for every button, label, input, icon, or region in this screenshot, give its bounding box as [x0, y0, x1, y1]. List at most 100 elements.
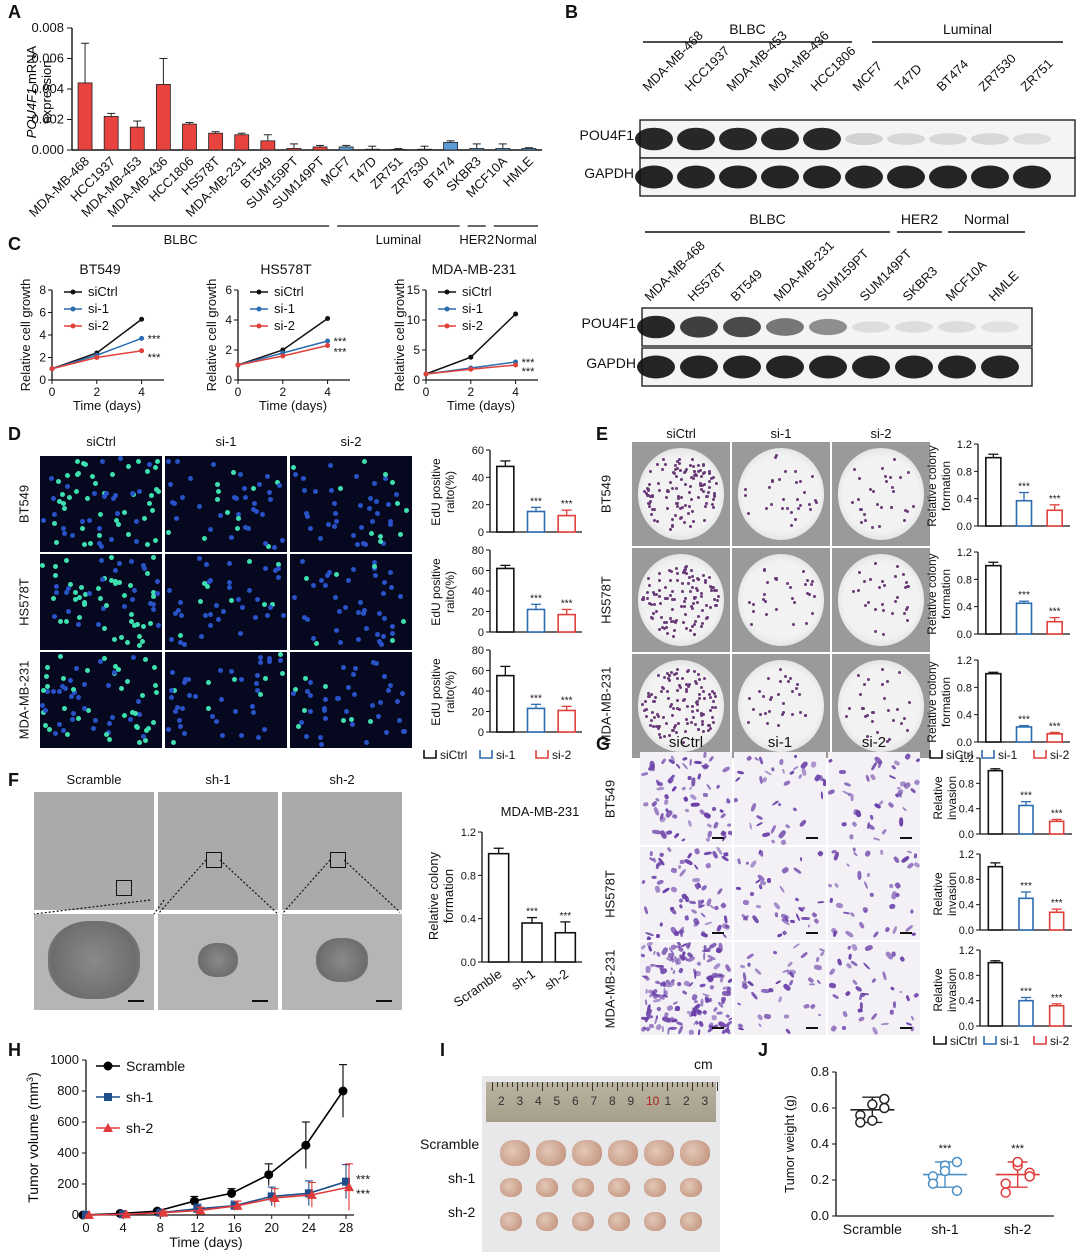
cell-nucleus: [201, 581, 207, 587]
panel-letter-a: A: [8, 2, 21, 22]
tumor: [644, 1140, 674, 1166]
ruler-tick: [687, 1082, 688, 1087]
colony: [652, 590, 656, 594]
invaded-cell: [857, 1007, 864, 1014]
cell-nucleus: [116, 580, 122, 586]
cell-nucleus: [74, 458, 80, 464]
cell-nucleus: [202, 535, 208, 541]
invaded-cell: [763, 1013, 772, 1020]
gapdh-band: [637, 355, 675, 379]
y-tick-label: 0.8: [959, 970, 974, 982]
y-tick-label: 20: [472, 607, 484, 619]
colony: [899, 476, 903, 480]
cell-nucleus: [64, 732, 70, 738]
invaded-cell: [661, 1026, 664, 1033]
y-tick-label: 1.2: [959, 945, 974, 957]
cell-nucleus: [96, 585, 102, 591]
series-line-sh-2: [88, 1186, 350, 1216]
ruler-tick: [672, 1082, 673, 1087]
cell-nucleus: [262, 727, 267, 733]
plate: [837, 660, 925, 752]
colony: [664, 621, 668, 625]
cell-nucleus: [55, 478, 61, 484]
pou4f1-band: [895, 321, 933, 333]
ruler-tick: [597, 1082, 598, 1087]
colony: [698, 677, 702, 681]
colony: [708, 585, 712, 589]
invaded-cell: [793, 754, 798, 759]
plate: [737, 660, 825, 752]
invaded-cell: [813, 917, 820, 924]
cell-nucleus: [112, 568, 118, 574]
y-tick-label: 1.2: [957, 547, 972, 559]
ruler-tick: [697, 1082, 698, 1087]
invaded-cell: [792, 765, 799, 771]
cell-nucleus: [381, 580, 387, 586]
cell-nucleus: [214, 602, 220, 608]
cell-nucleus: [332, 594, 338, 600]
invaded-cell: [705, 862, 712, 869]
cell-nucleus: [106, 736, 112, 742]
invaded-cell: [838, 770, 847, 775]
ruler-digit: 2: [683, 1094, 690, 1108]
pou4f1-band: [723, 316, 761, 338]
cell-nucleus: [276, 574, 282, 580]
colony: [657, 594, 661, 598]
cell-nucleus: [261, 602, 267, 608]
cell-nucleus: [381, 673, 387, 679]
data-point: [301, 1140, 311, 1150]
cell-nucleus: [155, 578, 161, 584]
tumor: [536, 1178, 558, 1197]
ruler-tick: [607, 1082, 608, 1087]
colony: [675, 572, 679, 576]
invaded-cell: [672, 969, 677, 975]
cell-nucleus: [113, 664, 119, 670]
y-axis-label-2: invasion: [945, 968, 959, 1012]
gapdh-band: [809, 355, 847, 379]
cell-nucleus: [280, 671, 286, 677]
colony: [676, 494, 680, 498]
row-label-sh-1: sh-1: [448, 1170, 476, 1186]
cell-nucleus: [215, 489, 221, 495]
legend-label-si-2: si-2: [88, 318, 109, 333]
bar-siCtrl: [496, 674, 515, 733]
colony: [701, 713, 705, 717]
cell-nucleus: [205, 584, 211, 590]
colony: [707, 479, 711, 483]
colony: [867, 678, 871, 682]
cell-nucleus: [322, 582, 328, 588]
cell-nucleus: [150, 589, 156, 595]
colony: [676, 496, 680, 500]
colony: [657, 715, 661, 719]
data-point: [1000, 1187, 1011, 1198]
invaded-cell: [869, 892, 874, 898]
invaded-cell: [666, 847, 672, 852]
cell-nucleus: [165, 458, 171, 464]
cell-nucleus: [79, 519, 85, 525]
pou4f1-band: [719, 127, 757, 151]
category-label: HMLE: [500, 153, 536, 189]
significance-mark: ***: [1049, 607, 1061, 618]
y-axis-label: Relative cell growth: [18, 279, 33, 392]
ruler-tick: [552, 1082, 553, 1087]
cell-nucleus: [52, 730, 58, 736]
gapdh-band: [845, 165, 883, 189]
row-label-BT549: BT549: [16, 484, 32, 524]
colony: [767, 710, 771, 714]
invaded-cell: [862, 906, 869, 913]
colony: [712, 597, 716, 601]
cell-nucleus: [210, 714, 216, 720]
colony: [703, 518, 707, 522]
significance-mark: ***: [1051, 898, 1063, 909]
colony: [653, 518, 657, 522]
invaded-cell: [690, 909, 698, 915]
data-point: [121, 1209, 132, 1219]
invaded-cell: [770, 766, 775, 772]
colony: [708, 693, 711, 697]
cell-nucleus: [257, 655, 263, 661]
ruler-tick: [612, 1082, 613, 1087]
gapdh-band: [766, 355, 804, 379]
colony: [699, 686, 703, 690]
colony: [683, 605, 687, 609]
colony: [702, 677, 706, 681]
